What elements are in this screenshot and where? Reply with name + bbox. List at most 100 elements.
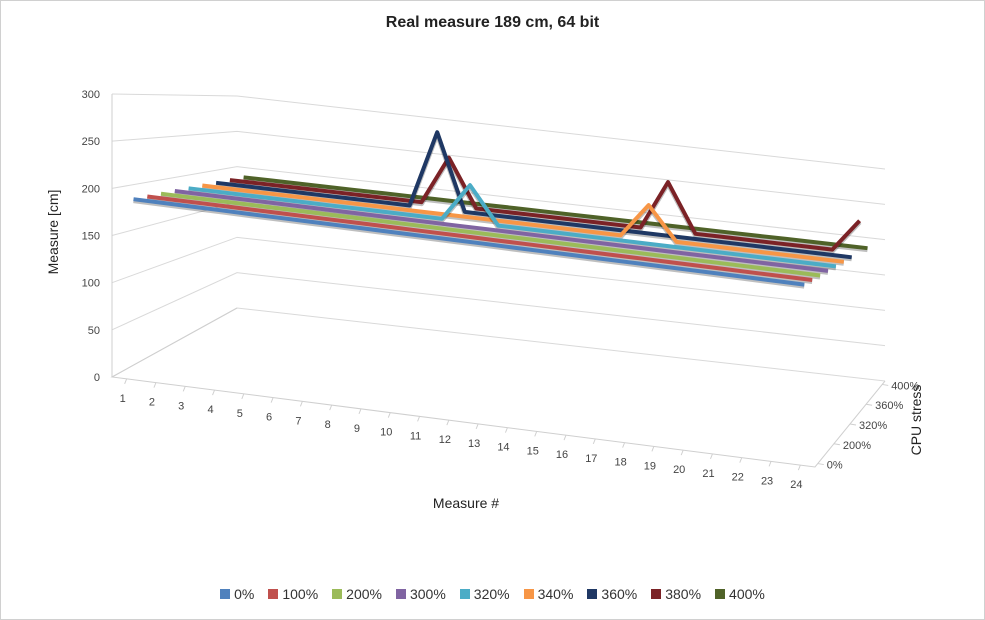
- legend-swatch: [220, 589, 231, 599]
- y-tick-label: 50: [88, 325, 100, 337]
- z-tick-mark: [882, 383, 889, 386]
- x-tick-label: 21: [702, 468, 714, 480]
- x-tick-labels: 1 2 3 4 5 6 7 8 9 10 11 12 13 14 15 16 17 18 19 20 21 22 23 24: [120, 393, 803, 491]
- legend-item: 100%: [268, 586, 318, 602]
- legend-label: 320%: [473, 586, 510, 602]
- x-tick-mark: [592, 438, 596, 445]
- y-tick-label: 300: [82, 89, 100, 101]
- series-line: [229, 155, 862, 252]
- series-320pct: [188, 183, 837, 271]
- x-tick-label: 5: [237, 408, 243, 420]
- series-100pct: [146, 194, 813, 284]
- x-tick-label: 7: [295, 415, 301, 427]
- legend-label: 300%: [409, 586, 446, 602]
- y-tick-label: 0: [94, 372, 100, 384]
- legend-swatch: [587, 589, 598, 599]
- series-lines: [133, 130, 868, 289]
- series-line: [160, 191, 821, 278]
- legend-swatch: [523, 589, 534, 599]
- x-tick-mark: [475, 423, 479, 430]
- series-line: [133, 197, 805, 287]
- x-tick-label: 9: [354, 423, 360, 435]
- x-tick-mark: [212, 389, 215, 396]
- z-tick-mark: [817, 463, 824, 466]
- legend-swatch: [715, 589, 726, 599]
- gridline: [111, 236, 886, 311]
- gridline: [111, 130, 886, 205]
- legend-swatch: [459, 589, 470, 599]
- x-tick-label: 15: [527, 445, 539, 457]
- x-tick-mark: [299, 401, 303, 407]
- legend-label: 380%: [665, 586, 702, 602]
- y-tick-label: 150: [82, 231, 100, 243]
- series-340pct: [201, 183, 845, 266]
- series-300pct: [174, 189, 829, 275]
- y-axis-title: Measure [cm]: [45, 190, 61, 275]
- legend-label: 100%: [282, 586, 319, 602]
- x-tick-mark: [153, 382, 157, 388]
- gridline: [111, 166, 886, 241]
- x-tick-mark: [358, 408, 362, 415]
- x-tick-label: 3: [178, 400, 184, 412]
- x-tick-label: 18: [614, 457, 626, 469]
- x-tick-mark: [387, 412, 391, 418]
- x-tick-mark: [241, 393, 245, 400]
- series-360pct: [215, 130, 852, 262]
- series-line: [202, 183, 845, 264]
- x-tick-label: 11: [410, 430, 421, 442]
- series-200pct: [160, 191, 821, 280]
- series-0pct: [133, 197, 805, 289]
- z-tick-label: 200%: [843, 440, 871, 452]
- series-line: [243, 175, 868, 251]
- legend-item: 0%: [220, 586, 254, 602]
- z-tick-label: 400%: [891, 380, 919, 392]
- x-tick-mark: [446, 419, 450, 426]
- x-tick-label: 19: [644, 460, 656, 472]
- x-tick-mark: [768, 461, 772, 467]
- legend-item: 360%: [587, 586, 637, 602]
- x-tick-label: 20: [673, 464, 685, 476]
- x-tick-mark: [329, 404, 333, 411]
- x-tick-mark: [797, 464, 801, 471]
- legend-label: 340%: [537, 586, 574, 602]
- y-tick-label: 100: [82, 278, 100, 290]
- z-tick-mark: [833, 443, 840, 446]
- x-tick-label: 12: [439, 434, 451, 446]
- y-tick-label: 200: [82, 183, 100, 195]
- x-tick-label: 4: [207, 404, 213, 416]
- legend-swatch: [268, 589, 279, 599]
- series-line: [147, 194, 813, 282]
- legend-item: 300%: [395, 586, 446, 602]
- legend-item: 340%: [523, 586, 574, 602]
- z-axis-title: CPU stress: [908, 385, 924, 456]
- legend-item: 200%: [332, 586, 382, 602]
- x-tick-label: 6: [266, 412, 272, 424]
- x-tick-mark: [680, 449, 684, 456]
- x-axis-title: Measure #: [433, 495, 499, 511]
- x-tick-label: 14: [497, 442, 509, 454]
- legend-label: 360%: [601, 586, 638, 602]
- legend-item: 380%: [651, 586, 701, 602]
- legend-label: 400%: [729, 586, 765, 602]
- series-400pct: [243, 175, 868, 253]
- legend-item: 320%: [459, 586, 510, 602]
- x-tick-label: 8: [325, 419, 331, 431]
- z-tick-label: 360%: [875, 400, 903, 412]
- x-tick-label: 13: [468, 438, 480, 450]
- x-tick-label: 22: [732, 472, 744, 484]
- y-tick-labels: 0 50 100 150 200 250 300: [82, 89, 100, 384]
- x-tick-mark: [534, 431, 538, 437]
- z-tick-mark: [866, 403, 873, 406]
- z-tick-mark: [849, 423, 857, 426]
- x-tick-label: 17: [585, 453, 597, 465]
- legend-swatch: [332, 589, 343, 599]
- x-tick-label: 23: [761, 475, 773, 487]
- series-line: [174, 189, 829, 273]
- gridline: [111, 272, 886, 347]
- x-tick-label: 2: [149, 397, 155, 409]
- x-tick-mark: [182, 386, 186, 392]
- legend-item: 400%: [715, 586, 765, 602]
- legend-label: 200%: [346, 586, 382, 602]
